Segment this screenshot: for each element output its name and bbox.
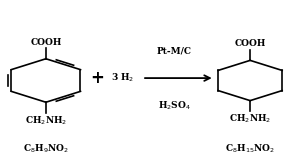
Text: 3 H$_2$: 3 H$_2$ — [111, 72, 135, 84]
Text: Pt-M/C: Pt-M/C — [157, 46, 192, 55]
Text: H$_2$SO$_4$: H$_2$SO$_4$ — [157, 99, 191, 112]
Text: CH$_2$NH$_2$: CH$_2$NH$_2$ — [25, 114, 67, 127]
Text: +: + — [91, 69, 104, 87]
Text: COOH: COOH — [234, 39, 266, 48]
Text: COOH: COOH — [30, 38, 62, 47]
Text: C$_8$H$_{15}$NO$_2$: C$_8$H$_{15}$NO$_2$ — [225, 142, 275, 155]
Text: C$_8$H$_9$NO$_2$: C$_8$H$_9$NO$_2$ — [23, 142, 69, 155]
Text: CH$_2$NH$_2$: CH$_2$NH$_2$ — [229, 113, 271, 125]
